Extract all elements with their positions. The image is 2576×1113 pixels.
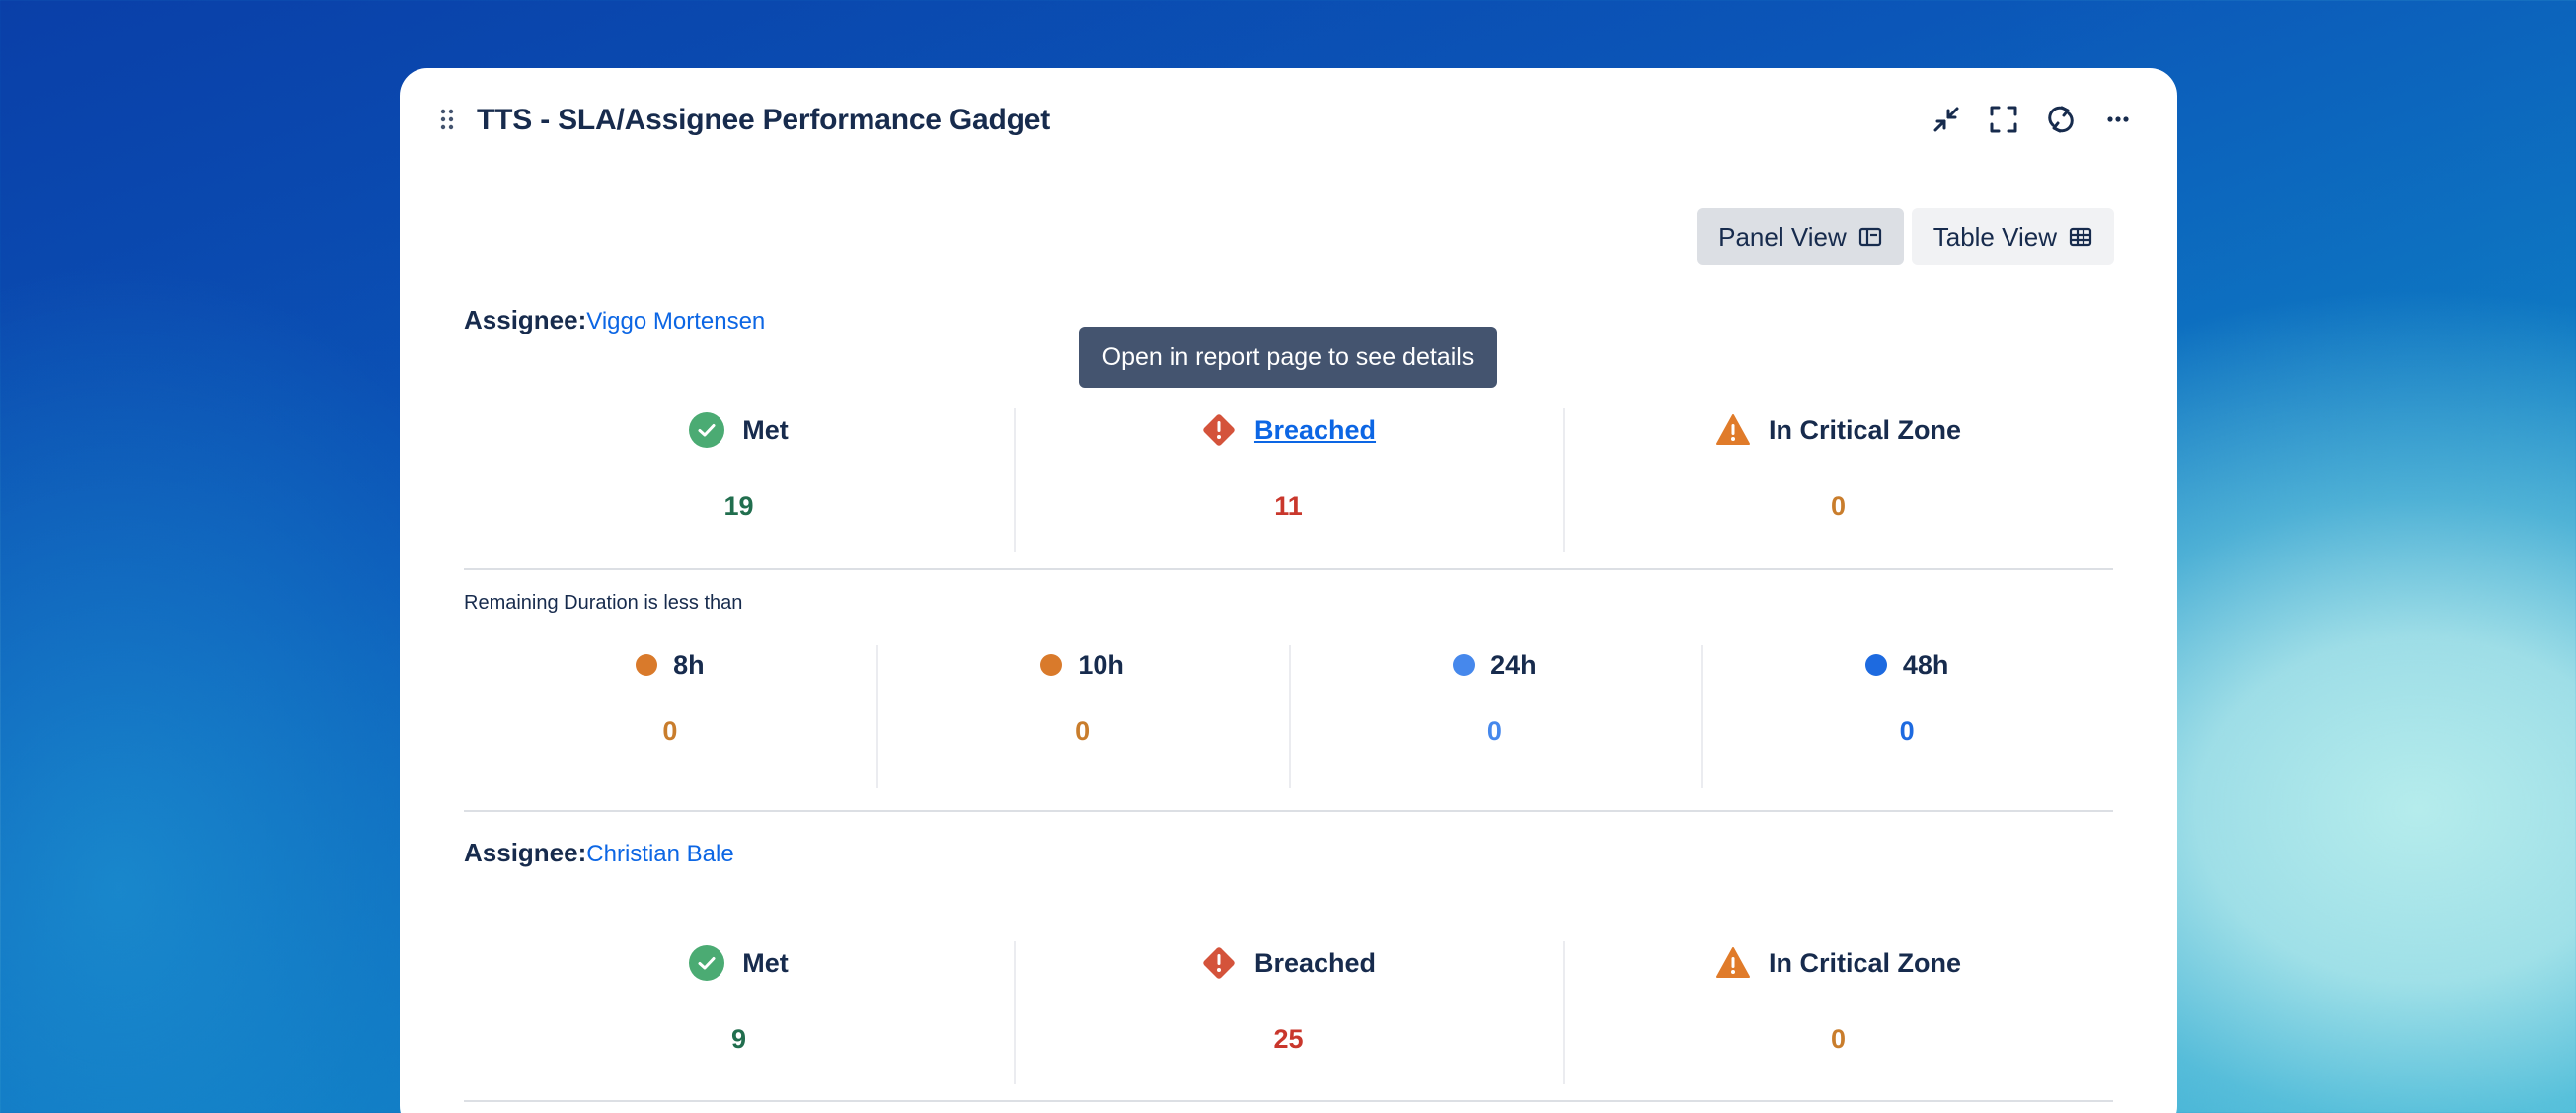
gadget-header: TTS - SLA/Assignee Performance Gadget	[400, 68, 2177, 177]
bucket-value: 0	[662, 716, 678, 746]
bucket-label: 48h	[1902, 649, 1949, 680]
breached-header: Breached	[1014, 941, 1563, 985]
met-header: Met	[464, 941, 1014, 985]
panel-view-icon	[1858, 227, 1881, 247]
met-stat[interactable]: Met 9	[464, 941, 1014, 1084]
critical-zone-header: In Critical Zone	[1563, 941, 2113, 985]
table-view-button[interactable]: Table View	[1911, 208, 2114, 265]
breached-diamond-icon	[1203, 947, 1235, 979]
check-circle-icon	[689, 412, 725, 448]
fullscreen-icon	[1990, 106, 2017, 133]
bucket-48h[interactable]: 48h 0	[1701, 645, 2113, 788]
assignee-label: Assignee:	[464, 838, 587, 867]
light-blue-dot-icon	[1453, 654, 1476, 676]
breached-value: 25	[1273, 1024, 1304, 1054]
critical-zone-label: In Critical Zone	[1768, 414, 1962, 445]
critical-zone-value: 0	[1830, 1024, 1847, 1054]
met-stat[interactable]: Met 19	[464, 408, 1014, 552]
critical-zone-header: In Critical Zone	[1563, 408, 2113, 452]
assignee-name-link[interactable]: Viggo Mortensen	[586, 308, 766, 334]
bucket-24h[interactable]: 24h 0	[1288, 645, 1702, 788]
critical-zone-stat[interactable]: In Critical Zone 0	[1563, 941, 2113, 1084]
bucket-label: 24h	[1490, 649, 1537, 680]
met-label: Met	[742, 947, 789, 978]
blue-dot-icon	[1864, 654, 1887, 676]
bucket-label: 10h	[1078, 649, 1124, 680]
orange-dot-icon	[636, 654, 658, 676]
met-value: 19	[723, 491, 754, 521]
panel-view-label: Panel View	[1718, 221, 1847, 252]
breached-value: 11	[1274, 491, 1303, 521]
breached-stat[interactable]: Breached 25	[1014, 941, 1563, 1084]
divider	[464, 568, 2113, 570]
met-header: Met	[464, 408, 1014, 452]
more-icon	[2107, 116, 2129, 122]
refresh-icon	[2048, 106, 2074, 133]
fullscreen-button[interactable]	[1988, 104, 2019, 135]
divider	[464, 810, 2113, 812]
refresh-button[interactable]	[2045, 104, 2077, 135]
critical-zone-label: In Critical Zone	[1768, 947, 1962, 978]
met-label: Met	[742, 414, 789, 445]
warning-icon	[1715, 947, 1750, 978]
remaining-duration-label: Remaining Duration is less than	[464, 592, 743, 614]
bucket-24h-header: 24h	[1289, 645, 1702, 685]
bucket-value: 0	[1075, 716, 1091, 746]
gadget-card: TTS - SLA/Assignee Performance Gadget	[400, 68, 2177, 1113]
minimize-icon	[1933, 107, 1959, 132]
orange-dot-icon	[1040, 654, 1063, 676]
warning-icon	[1715, 414, 1750, 445]
breached-diamond-icon	[1203, 414, 1235, 446]
header-actions	[1931, 104, 2134, 135]
breached-label: Breached	[1253, 947, 1377, 978]
breached-header: Breached	[1014, 408, 1563, 452]
bucket-value: 0	[1899, 716, 1915, 746]
minimize-button[interactable]	[1931, 104, 1962, 135]
assignee-heading: Assignee:Christian Bale	[464, 838, 2113, 868]
bucket-value: 0	[1486, 716, 1502, 746]
breached-stat[interactable]: Breached 11	[1014, 408, 1563, 552]
more-button[interactable]	[2102, 104, 2134, 135]
sla-summary: Met 19 Breached 11 In	[464, 408, 2113, 552]
assignee-heading: Assignee:Viggo Mortensen	[464, 305, 2113, 335]
critical-zone-stat[interactable]: In Critical Zone 0	[1563, 408, 2113, 552]
gadget-title: TTS - SLA/Assignee Performance Gadget	[477, 104, 1051, 136]
drag-handle-icon[interactable]	[439, 108, 455, 131]
divider	[464, 1100, 2113, 1102]
sla-summary: Met 9 Breached 25 In C	[464, 941, 2113, 1084]
assignee-label: Assignee:	[464, 305, 587, 334]
table-view-icon	[2069, 227, 2092, 247]
breached-tooltip: Open in report page to see details	[1079, 327, 1497, 388]
panel-view-button[interactable]: Panel View	[1697, 208, 1904, 265]
remaining-duration-buckets: 8h 0 10h 0 24h 0 48h 0	[464, 645, 2113, 788]
breached-link[interactable]: Breached	[1253, 414, 1377, 445]
bucket-48h-header: 48h	[1701, 645, 2113, 685]
met-value: 9	[730, 1024, 747, 1054]
assignee-name-link[interactable]: Christian Bale	[586, 841, 734, 867]
bucket-8h-header: 8h	[464, 645, 876, 685]
bucket-8h[interactable]: 8h 0	[464, 645, 876, 788]
view-toggle: Panel View Table View	[1697, 208, 2114, 265]
critical-zone-value: 0	[1830, 491, 1847, 521]
table-view-label: Table View	[1932, 221, 2057, 252]
check-circle-icon	[689, 945, 725, 981]
bucket-10h[interactable]: 10h 0	[875, 645, 1289, 788]
bucket-label: 8h	[673, 649, 705, 680]
bucket-10h-header: 10h	[876, 645, 1289, 685]
